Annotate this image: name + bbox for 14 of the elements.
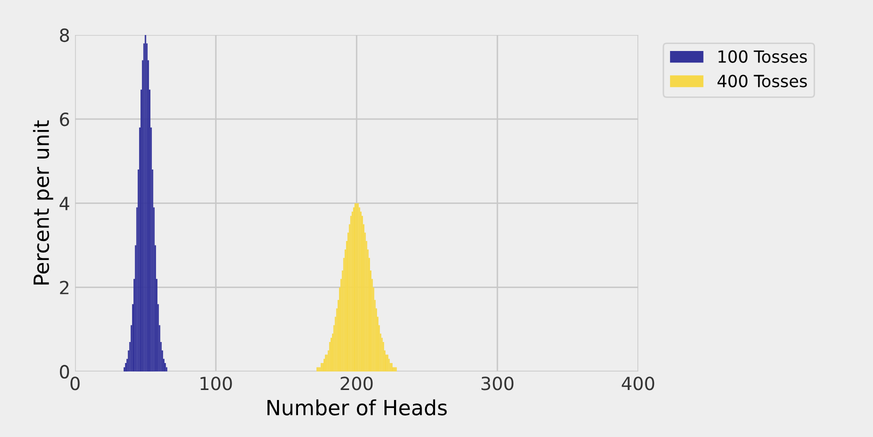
y-tick-label: 2 (60, 280, 68, 294)
x-tick-label: 400 (622, 376, 654, 390)
legend-label: 100 Tosses (718, 50, 807, 63)
x-tick-label: 200 (340, 376, 373, 390)
y-tick-label: 4 (60, 196, 70, 210)
legend-label: 400 Tosses (718, 74, 807, 88)
x-axis-title: Number of Heads (267, 399, 447, 416)
y-axis-title: Percent per unit (33, 120, 54, 284)
y-tick-label: 6 (60, 112, 70, 126)
x-tick-label: 300 (482, 376, 514, 390)
x-tick-label: 100 (200, 376, 232, 390)
x-tick-label: 0 (70, 376, 80, 390)
y-tick-label: 8 (60, 28, 69, 42)
y-tick-label: 0 (60, 364, 70, 379)
